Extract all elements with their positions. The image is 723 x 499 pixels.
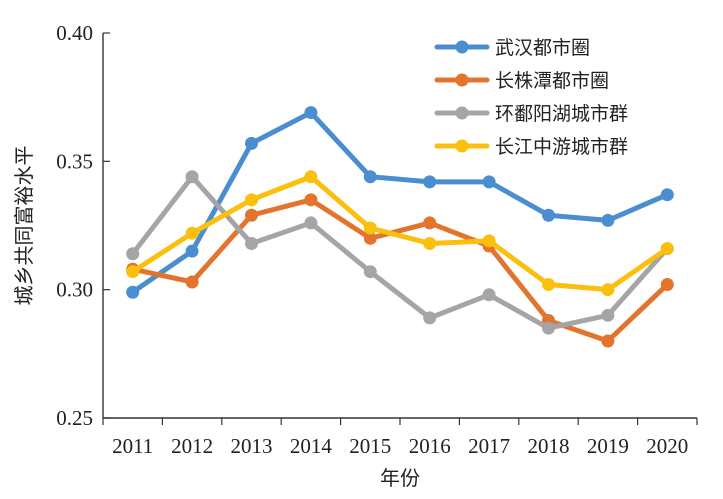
data-point	[660, 242, 674, 256]
series-3	[126, 170, 674, 335]
y-tick-label: 0.35	[56, 149, 93, 173]
y-tick-label: 0.40	[56, 21, 93, 45]
series-2	[126, 193, 674, 348]
legend-swatch-marker	[455, 40, 469, 54]
data-point	[660, 188, 674, 202]
data-point	[185, 275, 199, 289]
data-point	[363, 221, 377, 235]
series-line	[130, 174, 670, 293]
x-tick-label: 2017	[468, 434, 510, 458]
data-point	[601, 308, 615, 322]
data-point	[245, 208, 258, 222]
x-tick-label: 2016	[409, 434, 451, 458]
x-axis-title: 年份	[380, 466, 420, 490]
data-point	[423, 175, 437, 189]
data-point	[304, 216, 318, 230]
data-point	[542, 321, 555, 335]
data-point	[542, 208, 555, 222]
x-tick-label: 2018	[528, 434, 570, 458]
data-point	[185, 244, 199, 258]
data-point	[185, 226, 199, 240]
data-point	[126, 265, 140, 279]
x-tick-label: 2013	[231, 434, 273, 458]
x-axis-ticks: 2011 2012 2013 2014 2015 2016 2017 2018 2019 2020	[102, 418, 698, 458]
data-point	[542, 278, 555, 292]
series-layer	[126, 106, 674, 348]
legend-swatch-marker	[455, 106, 469, 120]
legend-label: 环鄱阳湖城市群	[495, 103, 628, 125]
data-point	[423, 216, 437, 230]
x-tick-label: 2020	[646, 434, 688, 458]
x-tick-label: 2011	[112, 434, 153, 458]
series-1	[126, 106, 674, 299]
data-point	[245, 193, 258, 207]
data-point	[601, 334, 615, 348]
data-point	[304, 193, 318, 207]
x-tick-label: 2014	[290, 434, 333, 458]
y-axis-ticks: 0.25 0.30 0.35 0.40	[56, 21, 110, 430]
data-point	[126, 247, 140, 261]
x-tick-label: 2012	[171, 434, 213, 458]
data-point	[423, 311, 437, 325]
data-point	[601, 283, 615, 297]
legend-item: 长株潭都市圈	[434, 70, 609, 92]
legend-label: 长江中游城市群	[495, 136, 628, 158]
legend-item: 长江中游城市群	[434, 136, 628, 158]
series-line	[130, 110, 670, 295]
series-line	[130, 197, 670, 344]
data-point	[482, 288, 496, 302]
legend-swatch-marker	[455, 139, 469, 153]
y-tick-label: 0.25	[56, 406, 93, 430]
y-axis-title: 城乡共同富裕水平	[12, 146, 36, 306]
y-tick-label: 0.30	[56, 278, 93, 302]
data-point	[363, 265, 377, 279]
x-tick-label: 2015	[349, 434, 391, 458]
x-tick-label: 2019	[587, 434, 629, 458]
data-point	[245, 236, 258, 250]
data-point	[185, 170, 199, 184]
data-point	[601, 213, 615, 227]
data-point	[482, 234, 496, 248]
data-point	[660, 278, 674, 292]
legend-label: 武汉都市圈	[495, 37, 590, 59]
data-point	[363, 170, 377, 184]
data-point	[304, 106, 318, 120]
legend-swatch-marker	[455, 73, 469, 87]
data-point	[126, 285, 140, 299]
series-4	[126, 170, 674, 297]
data-point	[304, 170, 318, 184]
data-point	[423, 236, 437, 250]
data-point	[482, 175, 496, 189]
series-line	[130, 174, 670, 331]
legend-item: 武汉都市圈	[434, 37, 590, 59]
legend-label: 长株潭都市圈	[495, 70, 609, 92]
data-point	[363, 231, 377, 245]
data-point	[245, 136, 258, 150]
legend-item: 环鄱阳湖城市群	[434, 103, 628, 125]
